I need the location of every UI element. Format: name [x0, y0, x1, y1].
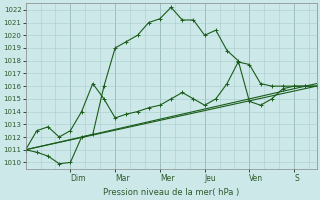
X-axis label: Pression niveau de la mer( hPa ): Pression niveau de la mer( hPa ) [103, 188, 239, 197]
